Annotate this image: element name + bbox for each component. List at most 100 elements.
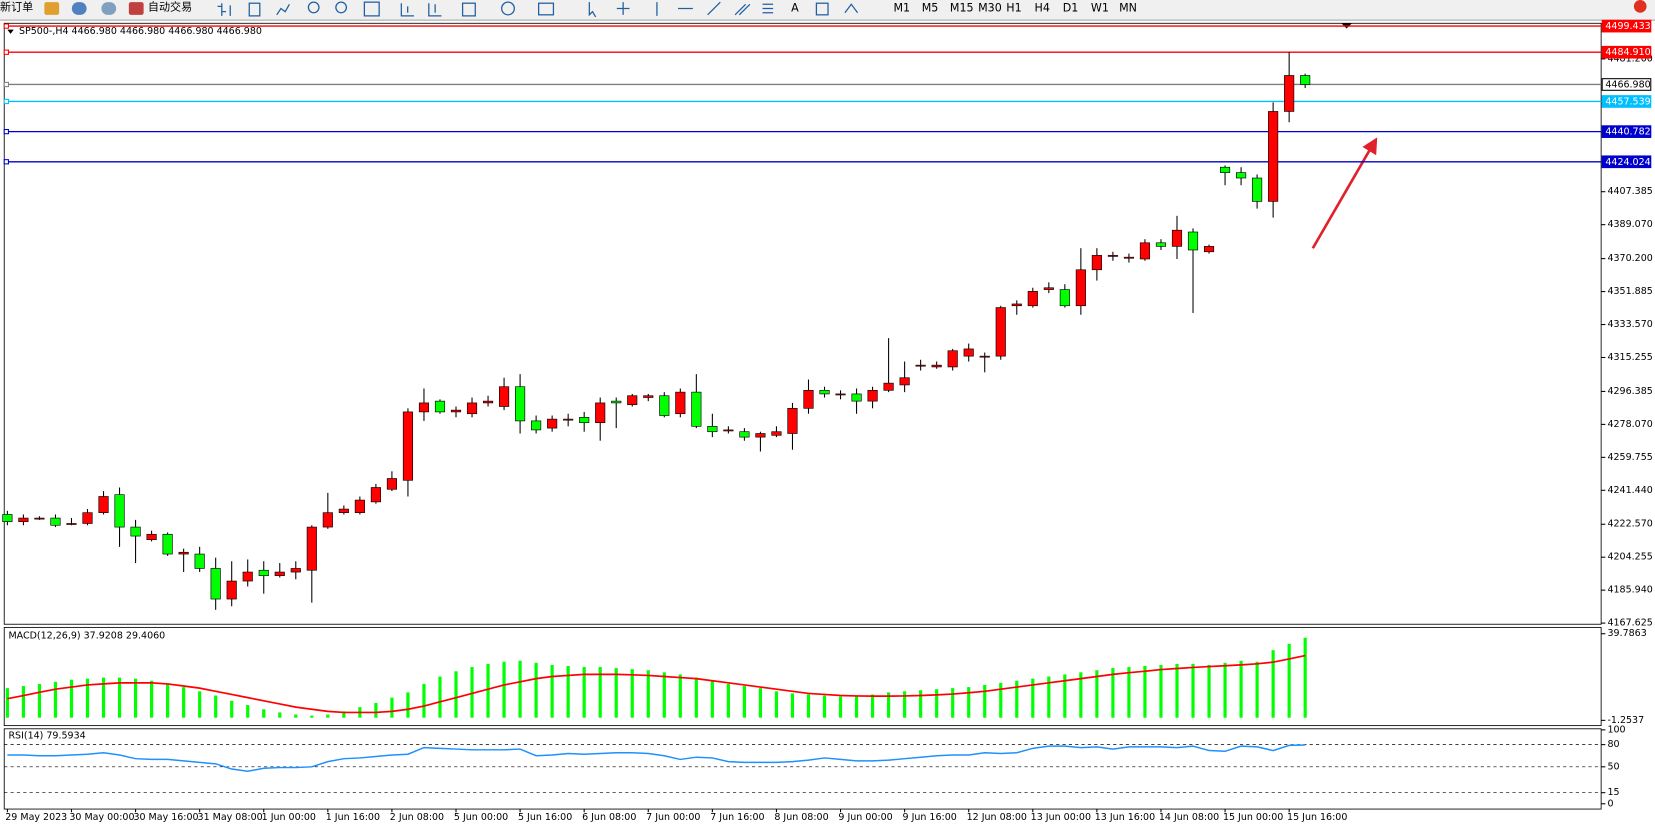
macd-bar — [1063, 674, 1067, 718]
icon[interactable] — [217, 3, 231, 16]
icon[interactable] — [656, 1, 774, 16]
icon[interactable] — [335, 1, 348, 14]
y-tick-label: 50 — [1607, 761, 1619, 772]
x-tick-label: 8 Jun 08:00 — [774, 812, 828, 823]
icon[interactable] — [428, 3, 442, 17]
macd-bar — [133, 678, 138, 718]
candle-body — [707, 425, 718, 433]
icon[interactable] — [501, 1, 515, 16]
macd-bar — [790, 693, 795, 718]
level-label-box — [1601, 125, 1652, 138]
candle-body — [1107, 255, 1118, 257]
icon[interactable] — [461, 2, 476, 17]
macd-bar — [903, 691, 907, 718]
macd-bar — [374, 702, 378, 718]
macd-bar — [326, 714, 330, 718]
macd-bar — [1159, 664, 1163, 718]
timeframe-button[interactable]: M1 — [894, 1, 911, 14]
candle-body — [1027, 291, 1038, 307]
level-label-box — [1601, 95, 1652, 108]
candle-body — [547, 418, 558, 429]
candle-body — [1219, 166, 1231, 173]
level-handle — [3, 128, 9, 135]
candle-body — [178, 551, 189, 555]
text-tool[interactable]: A — [791, 1, 799, 14]
macd-bar — [1271, 650, 1275, 718]
icon[interactable] — [363, 1, 380, 17]
icon[interactable] — [844, 3, 859, 14]
candle-body — [803, 390, 814, 409]
candle-body — [643, 395, 654, 398]
y-tick-label: 0 — [1607, 798, 1613, 809]
macd-bar — [630, 669, 634, 718]
timeframe-button[interactable]: W1 — [1091, 1, 1109, 14]
candle-body — [1203, 246, 1215, 253]
y-tick-label: 4222.570 — [1607, 519, 1652, 530]
auto-trading-icon[interactable] — [128, 2, 144, 15]
macd-bar — [967, 687, 971, 718]
candle-body — [931, 364, 942, 368]
icon[interactable] — [101, 2, 117, 15]
candle-body — [210, 568, 221, 600]
new-order-button[interactable]: 新订单 — [0, 0, 33, 13]
candle-body — [386, 478, 397, 490]
candle-body — [2, 514, 13, 522]
candle-body — [1123, 256, 1134, 259]
candle-body — [499, 386, 510, 407]
y-tick-label: 4167.625 — [1607, 618, 1652, 629]
icon[interactable] — [44, 2, 60, 15]
y-tick-label: 39.7863 — [1607, 628, 1646, 639]
auto-trading-button[interactable]: 自动交易 — [148, 0, 192, 13]
macd-bar — [246, 705, 250, 718]
notification-badge[interactable] — [1633, 0, 1647, 13]
candle-body — [531, 420, 542, 431]
macd-bar — [214, 695, 218, 718]
macd-bar — [1111, 668, 1115, 718]
signal-line — [7, 654, 1306, 714]
macd-bar — [1207, 664, 1211, 718]
icon[interactable] — [616, 2, 630, 15]
icon[interactable] — [400, 3, 415, 17]
macd-bar — [117, 677, 122, 718]
icon[interactable] — [815, 2, 829, 16]
candle-body — [194, 553, 205, 569]
macd-bar — [21, 686, 25, 718]
macd-bar — [230, 700, 234, 718]
timeframe-button[interactable]: M5 — [922, 1, 939, 14]
macd-bar — [486, 663, 490, 718]
candle-body — [434, 400, 446, 413]
macd-bar — [69, 679, 74, 718]
menu-marker — [7, 29, 14, 34]
rsi-panel — [3, 728, 1602, 810]
candle-body — [418, 402, 430, 413]
candle-body — [899, 377, 910, 386]
candle-body — [226, 580, 237, 600]
icon[interactable] — [307, 1, 320, 14]
macd-bar — [1239, 660, 1243, 718]
candle-body — [1155, 242, 1167, 247]
timeframe-button[interactable]: M30 — [978, 1, 1002, 14]
icon[interactable] — [588, 2, 597, 18]
macd-bar — [999, 682, 1003, 718]
icon[interactable] — [71, 2, 87, 15]
x-tick-label: 30 May 16:00 — [133, 812, 198, 823]
candle-body — [482, 400, 494, 404]
candle-body — [787, 408, 798, 434]
candle-body — [18, 517, 29, 522]
macd-bar — [758, 688, 763, 718]
timeframe-button[interactable]: H1 — [1006, 1, 1021, 14]
icon[interactable] — [276, 3, 290, 16]
timeframe-button[interactable]: D1 — [1063, 1, 1079, 14]
icon[interactable] — [538, 2, 555, 16]
candle-body — [290, 568, 301, 573]
timeframe-button[interactable]: MN — [1119, 1, 1137, 14]
candle-body — [1252, 177, 1263, 202]
timeframe-button[interactable]: M15 — [950, 1, 974, 14]
level-label: 4484.910 — [1605, 47, 1650, 58]
macd-bar — [1095, 670, 1099, 718]
macd-bar — [502, 661, 506, 718]
x-tick-label: 15 Jun 16:00 — [1287, 812, 1347, 823]
timeframe-button[interactable]: H4 — [1035, 1, 1050, 14]
icon[interactable] — [248, 2, 261, 17]
rsi-line — [7, 744, 1306, 772]
